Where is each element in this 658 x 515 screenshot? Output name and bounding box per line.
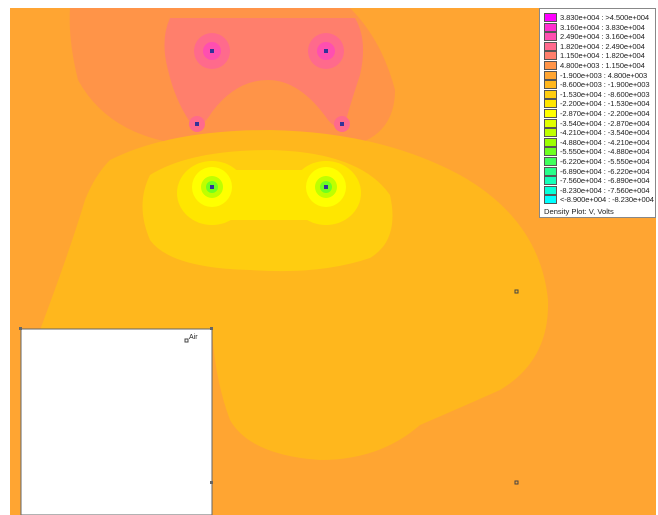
legend-swatch — [544, 89, 557, 99]
legend-entry-label: -6.890e+004 : -6.220e+004 — [560, 166, 650, 176]
legend-entry: -8.600e+003 : -1.900e+003 — [544, 80, 650, 90]
legend-entry-label: -2.870e+004 : -2.200e+004 — [560, 109, 650, 118]
legend-entry-label: 4.800e+003 : 1.150e+004 — [560, 61, 645, 70]
legend-swatch — [544, 22, 557, 32]
legend-entry: <-8.900e+004 : -8.230e+004 — [544, 195, 654, 205]
legend-swatch — [544, 80, 557, 90]
legend-entry-label: -8.230e+004 : -7.560e+004 — [560, 185, 650, 195]
legend-swatch — [544, 32, 557, 42]
positive-potential-lobe — [69, 8, 396, 154]
legend-swatch — [544, 51, 557, 61]
legend-swatch — [544, 109, 557, 118]
legend-entry-label: -3.540e+004 : -2.870e+004 — [560, 118, 650, 128]
boundary-nodes — [514, 289, 519, 485]
legend-entry: -4.210e+004 : -3.540e+004 — [544, 128, 650, 138]
legend-entry-label: -7.560e+004 : -6.890e+004 — [560, 176, 650, 186]
legend-entry: 3.160e+004 : 3.830e+004 — [544, 22, 645, 32]
legend-entry: -8.230e+004 : -7.560e+004 — [544, 185, 650, 195]
legend-entry: -4.880e+004 : -4.210e+004 — [544, 137, 650, 147]
legend-entry: 4.800e+003 : 1.150e+004 — [544, 61, 645, 70]
legend-swatch — [544, 128, 557, 138]
legend-entry-label: -4.880e+004 : -4.210e+004 — [560, 137, 650, 147]
legend-entry: -1.900e+003 : 4.800e+003 — [544, 70, 648, 80]
legend-entry: -7.560e+004 : -6.890e+004 — [544, 176, 650, 186]
legend-swatch — [544, 166, 557, 176]
legend-entry: -3.540e+004 : -2.870e+004 — [544, 118, 650, 128]
air-region-label: Air — [189, 334, 198, 341]
legend-entry-label: -6.220e+004 : -5.550e+004 — [560, 157, 650, 166]
legend-entry: -2.870e+004 : -2.200e+004 — [544, 109, 650, 118]
negative-potential-lobe — [40, 130, 549, 460]
legend-swatch — [544, 147, 557, 157]
legend-swatch — [544, 195, 557, 205]
legend-swatch — [544, 176, 557, 186]
legend-entry-label: 1.820e+004 : 2.490e+004 — [560, 41, 645, 51]
legend-entry-label: 1.150e+004 : 1.820e+004 — [560, 51, 645, 61]
legend-entry-label: -1.530e+004 : -8.600e+003 — [560, 89, 650, 99]
legend-entry-label: -1.900e+003 : 4.800e+003 — [560, 70, 648, 80]
legend-swatch — [544, 99, 557, 109]
legend-entry-label: 2.490e+004 : 3.160e+004 — [560, 32, 645, 42]
legend-entry: -1.530e+004 : -8.600e+003 — [544, 89, 650, 99]
legend-swatch — [544, 61, 557, 70]
legend-entry: 1.820e+004 : 2.490e+004 — [544, 41, 645, 51]
legend-swatch — [544, 185, 557, 195]
legend-swatch — [544, 137, 557, 147]
legend-entry: -5.550e+004 : -4.880e+004 — [544, 147, 650, 157]
legend-entry-label: -4.210e+004 : -3.540e+004 — [560, 128, 650, 138]
legend-swatch — [544, 70, 557, 80]
legend-entry-label: -8.600e+003 : -1.900e+003 — [560, 80, 650, 90]
legend-entry: 3.830e+004 : >4.500e+004 — [544, 13, 649, 22]
legend-entry-label: 3.830e+004 : >4.500e+004 — [560, 13, 650, 22]
legend-swatch — [544, 118, 557, 128]
legend-entry: -6.220e+004 : -5.550e+004 — [544, 157, 650, 166]
legend-caption: Density Plot: V, Volts — [544, 207, 614, 216]
air-block-region[interactable] — [19, 327, 213, 515]
density-legend: Density Plot: V, Volts 3.830e+004 : >4.5… — [539, 8, 656, 218]
legend-swatch — [544, 13, 557, 22]
legend-entry: 2.490e+004 : 3.160e+004 — [544, 32, 645, 42]
legend-entry: -6.890e+004 : -6.220e+004 — [544, 166, 650, 176]
legend-entry-label: -2.200e+004 : -1.530e+004 — [560, 99, 650, 109]
legend-swatch — [544, 41, 557, 51]
legend-entry-label: <-8.900e+004 : -8.230e+004 — [560, 195, 654, 205]
legend-swatch — [544, 157, 557, 166]
legend-entry-label: -5.550e+004 : -4.880e+004 — [560, 147, 650, 157]
legend-entry: -2.200e+004 : -1.530e+004 — [544, 99, 650, 109]
legend-entry: 1.150e+004 : 1.820e+004 — [544, 51, 645, 61]
conductor-nodes — [195, 49, 344, 189]
legend-entry-label: 3.160e+004 : 3.830e+004 — [560, 22, 645, 32]
